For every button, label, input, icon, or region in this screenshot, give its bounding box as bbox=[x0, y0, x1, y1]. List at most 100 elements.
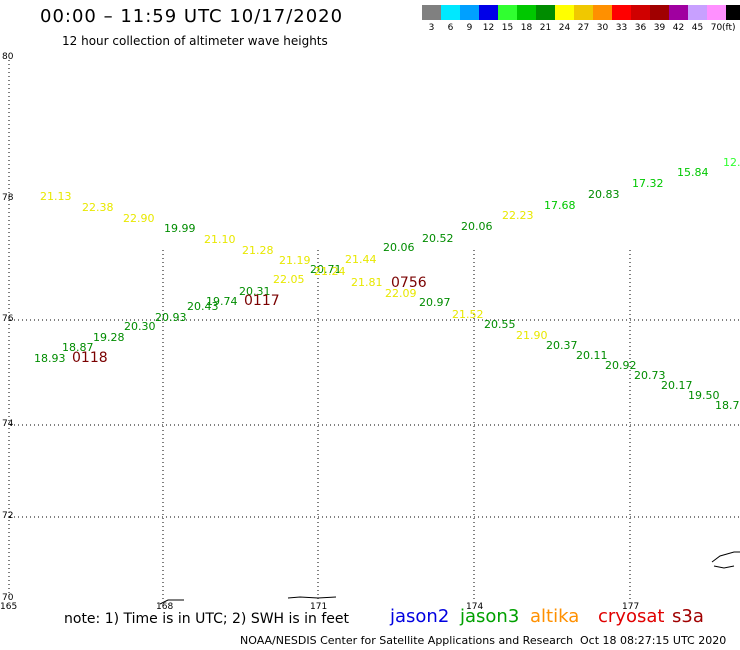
wave-height-value: 21.28 bbox=[242, 244, 274, 257]
wave-height-value: 20.31 bbox=[239, 285, 271, 298]
footnote: note: 1) Time is in UTC; 2) SWH is in fe… bbox=[64, 611, 350, 627]
coastline-segment bbox=[287, 596, 337, 599]
legend-label: 18 bbox=[520, 23, 533, 33]
wave-height-value: 18.87 bbox=[62, 341, 94, 354]
wave-height-value: 15.84 bbox=[677, 166, 709, 179]
wave-height-value: 20.06 bbox=[461, 220, 493, 233]
pass-time-label: 0117 bbox=[244, 293, 280, 309]
wave-height-value: 22.38 bbox=[82, 201, 114, 214]
legend-label: 39 bbox=[653, 23, 666, 33]
legend-swatch bbox=[460, 5, 479, 20]
wave-height-value: 18.79 bbox=[715, 399, 740, 412]
wave-height-value: 12. bbox=[723, 156, 740, 169]
wave-height-value: 20.30 bbox=[124, 320, 156, 333]
coastline-segment bbox=[711, 551, 740, 569]
coastline-segment bbox=[159, 599, 184, 605]
wave-height-value: 19.28 bbox=[93, 331, 125, 344]
legend-label: 15 bbox=[501, 23, 514, 33]
legend-swatch bbox=[593, 5, 612, 20]
legend-swatch bbox=[479, 5, 498, 20]
wave-height-value: 21.13 bbox=[40, 190, 72, 203]
satellite-label-altika: altika bbox=[530, 606, 580, 627]
wave-height-value: 20.73 bbox=[634, 369, 666, 382]
wave-height-value: 21.90 bbox=[516, 329, 548, 342]
lon-label-171: 171 bbox=[310, 602, 328, 612]
lat-label-80: 80 bbox=[2, 52, 14, 62]
satellite-label-jason3: jason3 bbox=[460, 606, 520, 627]
satellite-label-jason2: jason2 bbox=[390, 606, 450, 627]
wave-height-value: 20.92 bbox=[605, 359, 637, 372]
legend-swatch bbox=[631, 5, 650, 20]
legend-swatch bbox=[612, 5, 631, 20]
legend-swatch bbox=[650, 5, 669, 20]
legend-label: 33 bbox=[615, 23, 628, 33]
legend-swatch bbox=[574, 5, 593, 20]
wave-height-value: 20.71 bbox=[310, 263, 342, 276]
legend-label: 42 bbox=[672, 23, 685, 33]
generation-timestamp: Oct 18 08:27:15 UTC 2020 bbox=[580, 634, 727, 647]
legend-label: 9 bbox=[466, 23, 473, 33]
legend-swatch bbox=[669, 5, 688, 20]
legend-label: 21 bbox=[539, 23, 552, 33]
wave-height-value: 19.99 bbox=[164, 222, 196, 235]
wave-height-value: 20.43 bbox=[187, 300, 219, 313]
wave-height-value: 19.50 bbox=[688, 389, 720, 402]
lon-label-165: 165 bbox=[0, 602, 18, 612]
map-subtitle: 12 hour collection of altimeter wave hei… bbox=[62, 34, 328, 48]
wave-height-value: 20.55 bbox=[484, 318, 516, 331]
lon-label-168: 168 bbox=[156, 602, 174, 612]
wave-height-value: 20.52 bbox=[422, 232, 454, 245]
lat-label-74: 74 bbox=[2, 419, 14, 429]
wave-height-value: 21.24 bbox=[314, 265, 346, 278]
satellite-label-cryosat: cryosat bbox=[598, 606, 665, 627]
wave-height-value: 20.97 bbox=[419, 296, 451, 309]
wave-height-value: 17.68 bbox=[544, 199, 576, 212]
legend-swatch bbox=[441, 5, 460, 20]
legend-label: 70 bbox=[710, 23, 723, 33]
wave-height-value: 20.83 bbox=[588, 188, 620, 201]
legend-label: 12 bbox=[482, 23, 495, 33]
satellite-label-s3a: s3a bbox=[672, 606, 704, 627]
map-title: 00:00 – 11:59 UTC 10/17/2020 bbox=[40, 6, 344, 27]
wave-height-value: 20.06 bbox=[383, 241, 415, 254]
legend-label: 24 bbox=[558, 23, 571, 33]
wave-height-value: 20.93 bbox=[155, 311, 187, 324]
wave-height-value: 20.11 bbox=[576, 349, 608, 362]
wave-height-value: 18.93 bbox=[34, 352, 66, 365]
credit-line: NOAA/NESDIS Center for Satellite Applica… bbox=[240, 634, 574, 647]
legend-unit: (ft) bbox=[722, 23, 736, 33]
legend-swatch bbox=[498, 5, 517, 20]
wave-height-value: 21.44 bbox=[345, 253, 377, 266]
wave-height-value: 22.05 bbox=[273, 273, 305, 286]
wave-height-value: 20.37 bbox=[546, 339, 578, 352]
legend-swatch bbox=[536, 5, 555, 20]
legend-swatch bbox=[555, 5, 574, 20]
legend-swatch bbox=[422, 5, 441, 20]
legend-label: 45 bbox=[691, 23, 704, 33]
legend-swatch bbox=[707, 5, 726, 20]
wave-height-value: 19.74 bbox=[206, 295, 238, 308]
wave-height-value: 22.09 bbox=[385, 287, 417, 300]
lat-label-76: 76 bbox=[2, 314, 14, 324]
wave-height-value: 20.17 bbox=[661, 379, 693, 392]
wave-height-value: 21.19 bbox=[279, 254, 311, 267]
lon-label-174: 174 bbox=[466, 602, 484, 612]
legend-label: 6 bbox=[447, 23, 454, 33]
wave-height-value: 17.32 bbox=[632, 177, 664, 190]
wave-height-value: 21.10 bbox=[204, 233, 236, 246]
legend-label: 3 bbox=[428, 23, 435, 33]
wave-height-value: 22.23 bbox=[502, 209, 534, 222]
wave-height-value: 21.81 bbox=[351, 276, 383, 289]
wave-height-value: 22.90 bbox=[123, 212, 155, 225]
legend-swatch bbox=[517, 5, 536, 20]
wave-height-value: 21.52 bbox=[452, 308, 484, 321]
legend-swatch bbox=[726, 5, 740, 20]
lon-label-177: 177 bbox=[622, 602, 640, 612]
lat-label-72: 72 bbox=[2, 511, 14, 521]
pass-time-label: 0118 bbox=[72, 350, 108, 366]
lat-label-70: 70 bbox=[2, 593, 14, 603]
pass-time-label: 0756 bbox=[391, 275, 427, 291]
legend-label: 27 bbox=[577, 23, 590, 33]
lat-label-78: 78 bbox=[2, 193, 14, 203]
